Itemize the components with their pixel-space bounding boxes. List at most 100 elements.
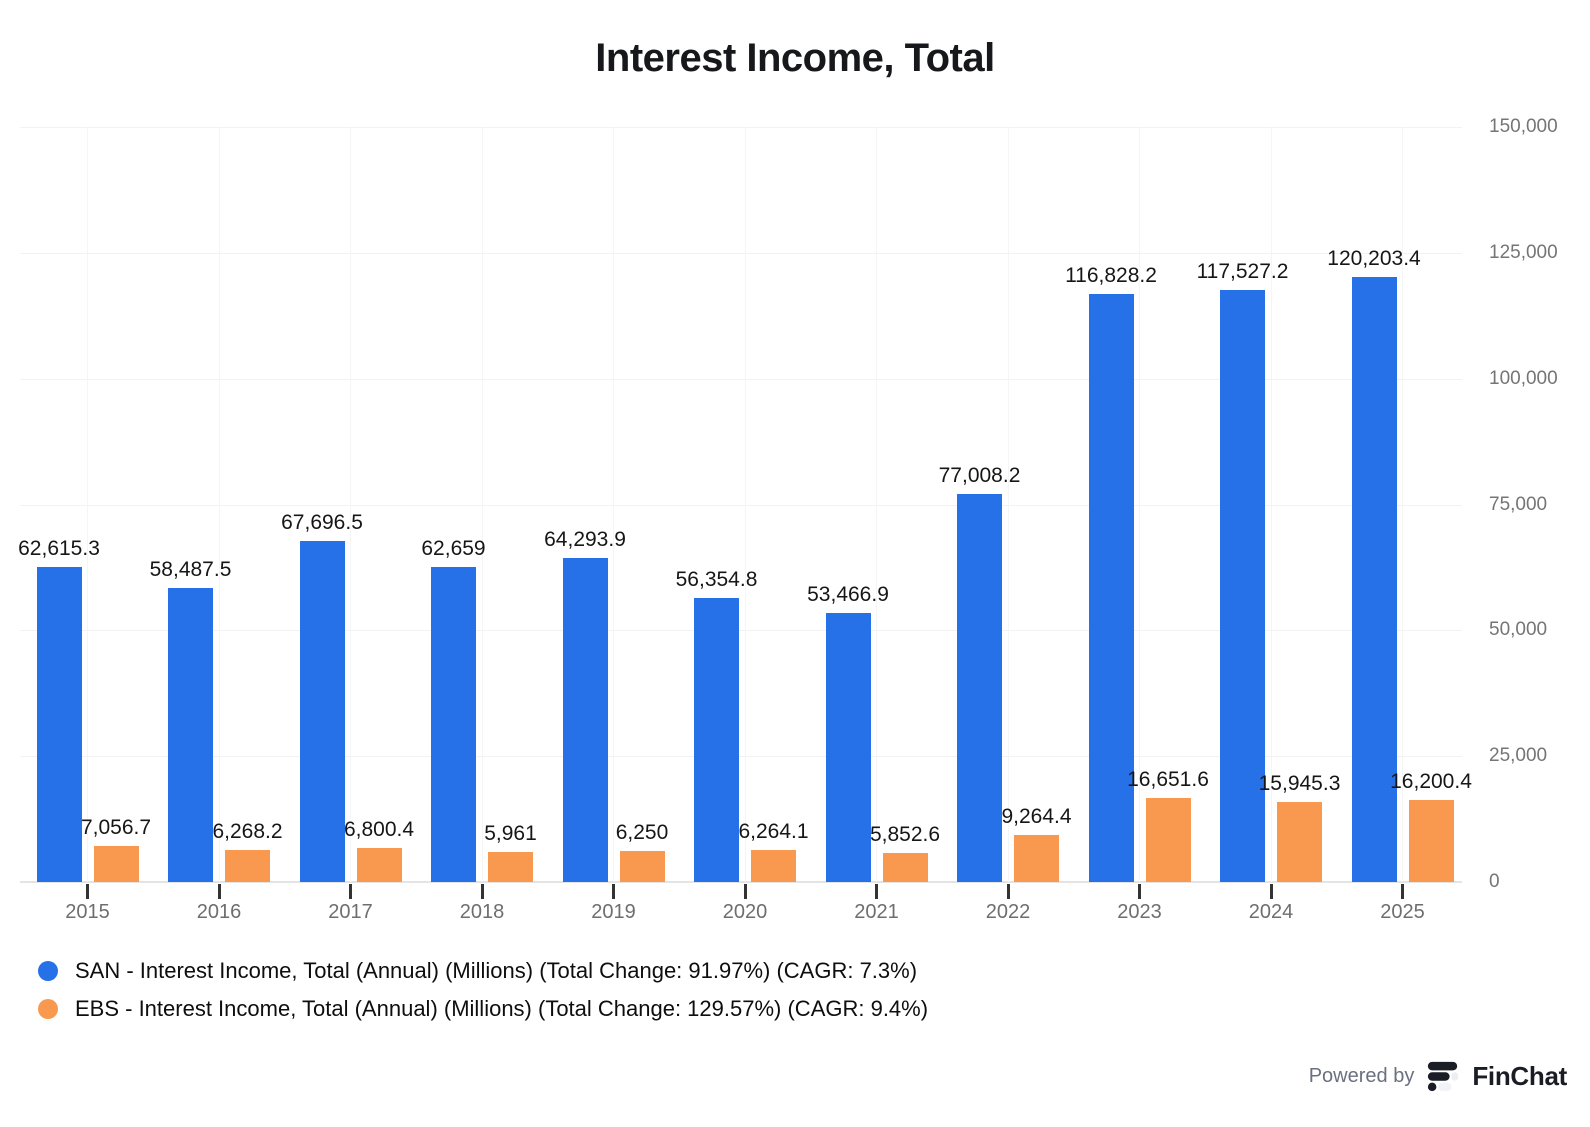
legend-label-san: SAN - Interest Income, Total (Annual) (M…	[75, 958, 918, 983]
bar-ebs-2024[interactable]	[1277, 801, 1322, 882]
bar-san-2022[interactable]	[957, 494, 1002, 882]
gridline-vertical	[1007, 127, 1009, 882]
x-tick-label: 2020	[722, 901, 768, 923]
x-tick-label: 2022	[985, 901, 1031, 923]
gridline-vertical	[87, 127, 88, 882]
bar-value-label: 15,945.3	[1258, 771, 1341, 795]
legend-label-ebs: EBS - Interest Income, Total (Annual) (M…	[75, 996, 929, 1021]
gridline-horizontal	[20, 378, 1462, 380]
gridline-horizontal	[20, 756, 1462, 758]
bar-san-2020[interactable]	[694, 598, 739, 882]
chart-title: Interest Income, Total	[595, 36, 995, 80]
gridline-horizontal	[20, 127, 1462, 128]
bar-ebs-2019[interactable]	[619, 850, 665, 882]
x-axis-tick	[612, 884, 615, 899]
legend-dot-san	[38, 961, 58, 981]
bar-ebs-2021[interactable]	[882, 852, 928, 882]
gridline-vertical	[1270, 127, 1272, 882]
bar-san-2016[interactable]	[168, 587, 213, 882]
bar-san-2023[interactable]	[1088, 293, 1134, 882]
bar-value-label: 77,008.2	[938, 464, 1021, 488]
x-axis-tick	[743, 884, 747, 899]
finchat-logo-icon	[1426, 1059, 1460, 1093]
gridline-vertical	[744, 127, 746, 882]
bar-ebs-2020[interactable]	[751, 850, 796, 882]
y-tick-label: 150,000	[1489, 116, 1558, 137]
bar-san-2018[interactable]	[431, 566, 476, 882]
x-axis-tick	[1401, 884, 1404, 899]
gridline-vertical	[876, 127, 877, 882]
bar-value-label: 53,466.9	[807, 582, 889, 606]
powered-by-finchat[interactable]: Powered by FinChat	[1309, 1057, 1567, 1095]
x-axis-tick	[86, 884, 89, 899]
bar-value-label: 16,200.4	[1390, 770, 1472, 794]
bar-ebs-2015[interactable]	[93, 846, 139, 882]
gridline-horizontal	[20, 252, 1462, 254]
bar-ebs-2023[interactable]	[1145, 798, 1191, 882]
gridline-horizontal	[20, 630, 1462, 632]
bar-ebs-2017[interactable]	[356, 847, 402, 882]
y-tick-label: 75,000	[1489, 493, 1548, 515]
x-tick-label: 2017	[328, 901, 373, 923]
bar-value-label: 62,659	[421, 536, 486, 560]
bar-san-2019[interactable]	[562, 558, 608, 882]
bar-value-label: 56,354.8	[675, 568, 758, 592]
x-axis-tick	[1138, 884, 1141, 899]
x-axis-tick	[480, 884, 484, 899]
bar-value-label: 67,696.5	[281, 511, 363, 535]
legend-item-san[interactable]: SAN - Interest Income, Total (Annual) (M…	[38, 952, 928, 990]
x-axis-tick	[1269, 884, 1273, 899]
x-tick-label: 2016	[196, 901, 242, 923]
x-axis-tick	[217, 884, 221, 899]
bar-value-label: 117,527.2	[1196, 260, 1289, 284]
bar-value-label: 5,961	[484, 821, 537, 845]
bar-value-label: 6,250	[615, 820, 669, 844]
bar-value-label: 5,852.6	[869, 822, 941, 846]
x-axis-tick	[1006, 884, 1010, 899]
bar-ebs-2022[interactable]	[1014, 835, 1059, 882]
bar-value-label: 6,264.1	[738, 820, 809, 844]
bar-value-label: 64,293.9	[544, 528, 626, 552]
y-tick-label: 125,000	[1489, 241, 1558, 263]
bar-value-label: 16,651.6	[1127, 768, 1209, 792]
x-axis-tick	[349, 884, 352, 899]
x-axis-tick	[875, 884, 878, 899]
y-tick-label: 25,000	[1489, 745, 1548, 767]
bar-san-2021[interactable]	[825, 612, 871, 882]
gridline-vertical	[1402, 127, 1403, 882]
bar-value-label: 6,268.2	[212, 820, 283, 844]
bar-ebs-2025[interactable]	[1408, 800, 1454, 882]
x-tick-label: 2021	[854, 901, 899, 923]
powered-by-label: Powered by	[1308, 1064, 1415, 1087]
bar-value-label: 120,203.4	[1327, 246, 1421, 270]
x-tick-label: 2019	[591, 901, 636, 923]
gridline-vertical	[481, 127, 483, 882]
bar-san-2015[interactable]	[36, 566, 82, 882]
gridline-vertical	[1139, 127, 1140, 882]
y-tick-label: 50,000	[1489, 619, 1548, 641]
x-tick-label: 2015	[65, 901, 110, 923]
bar-value-label: 6,800.4	[343, 817, 415, 841]
x-axis-line	[20, 881, 1462, 883]
bar-san-2024[interactable]	[1220, 290, 1265, 882]
y-tick-label: 0	[1489, 871, 1500, 892]
finchat-brand-label: FinChat	[1472, 1060, 1567, 1091]
bar-san-2017[interactable]	[299, 541, 345, 882]
x-tick-label: 2025	[1380, 901, 1425, 923]
gridline-vertical	[613, 127, 614, 882]
y-tick-label: 100,000	[1489, 367, 1558, 389]
bar-ebs-2018[interactable]	[488, 851, 533, 882]
bar-value-label: 116,828.2	[1065, 263, 1157, 287]
bar-san-2025[interactable]	[1351, 276, 1397, 882]
bar-value-label: 7,056.7	[80, 816, 152, 840]
gridline-horizontal	[20, 504, 1462, 506]
legend: SAN - Interest Income, Total (Annual) (M…	[38, 952, 928, 1028]
legend-dot-ebs	[38, 999, 58, 1019]
bar-value-label: 58,487.5	[149, 557, 232, 581]
bar-ebs-2016[interactable]	[225, 850, 270, 882]
bar-value-label: 9,264.4	[1001, 805, 1072, 829]
legend-item-ebs[interactable]: EBS - Interest Income, Total (Annual) (M…	[38, 990, 928, 1028]
x-tick-label: 2023	[1117, 901, 1162, 923]
x-tick-label: 2018	[459, 901, 505, 923]
